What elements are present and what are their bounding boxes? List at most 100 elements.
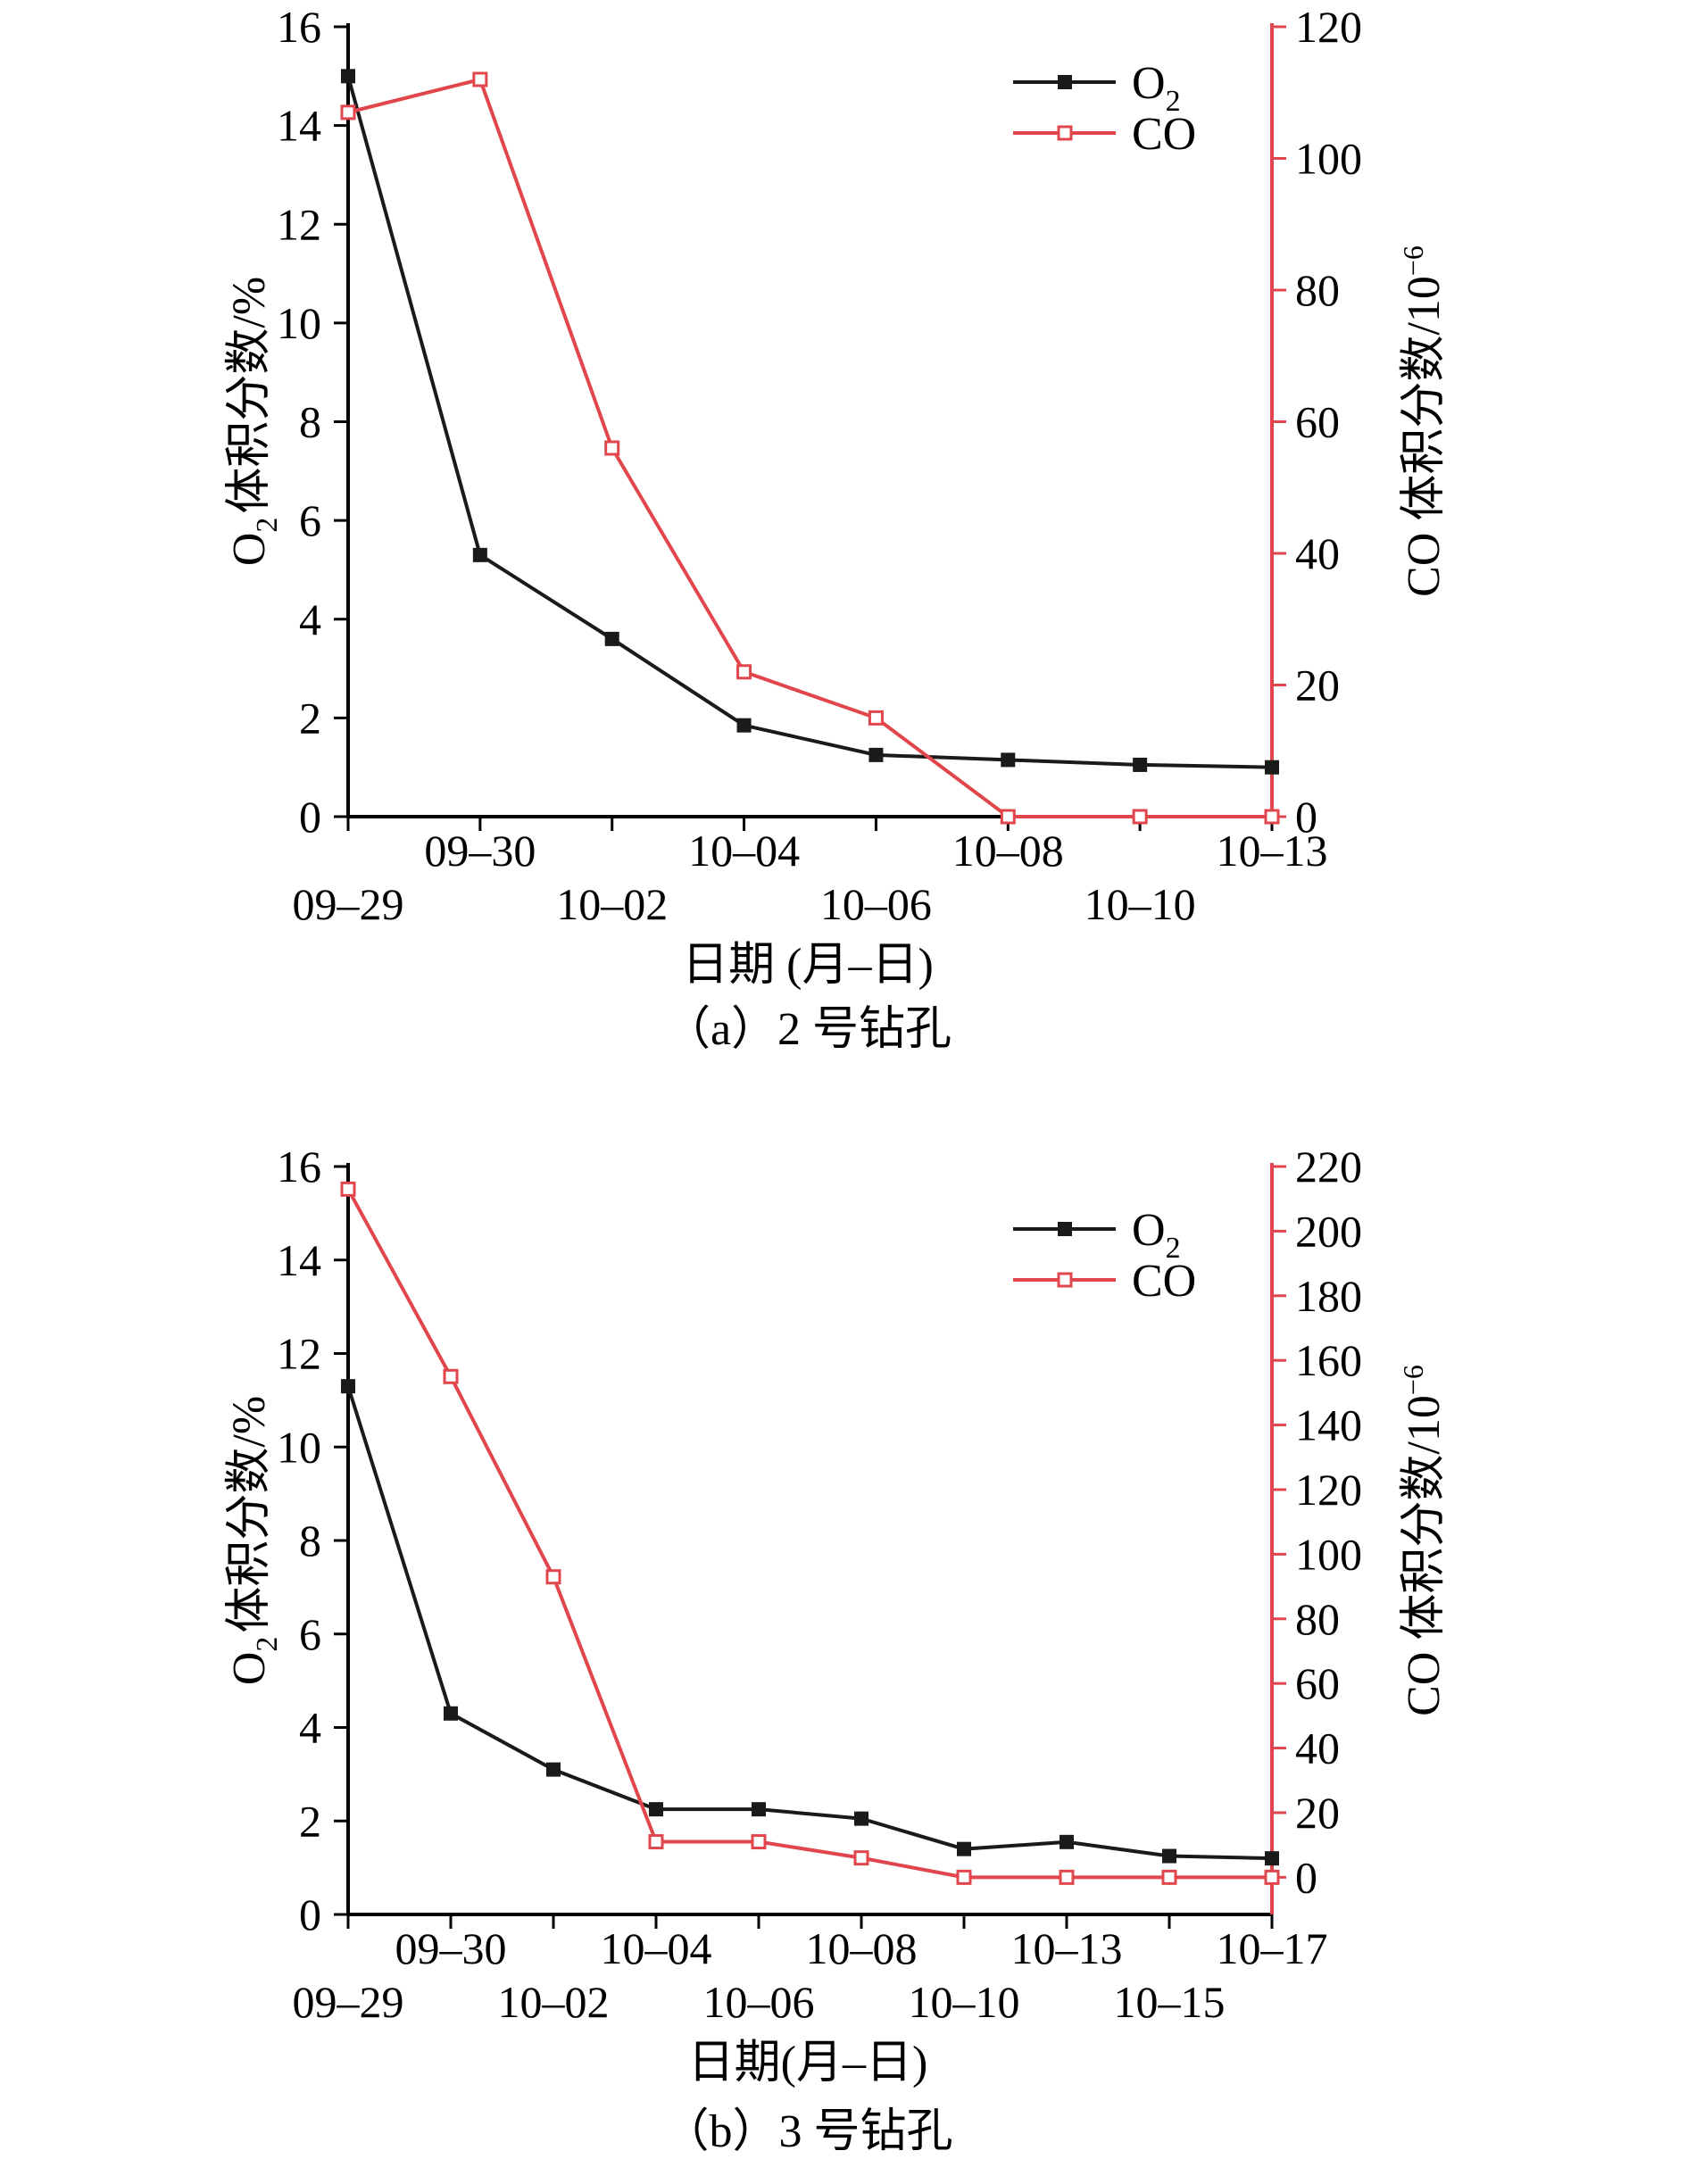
left-y-axis-title-rest: 体积分数/% <box>224 1396 275 1633</box>
x-tick-label: 10–02 <box>498 1977 610 2027</box>
x-tick-label: 10–13 <box>1011 1923 1123 1973</box>
right-y-axis-title-sup: −6 <box>1397 1365 1429 1395</box>
legend-label-sub: 2 <box>1166 1232 1181 1265</box>
chart-a: 0 2 4 6 8 10 12 14 16 0 20 40 60 80 100 120 09–29 09–30 10… <box>224 2 1450 1055</box>
legend-entry-o2: O2 <box>1013 1205 1181 1265</box>
legend-label: O2 <box>1132 58 1181 118</box>
x-tick-label: 09–30 <box>424 826 536 876</box>
x-tick-label: 09–30 <box>395 1923 507 1973</box>
right-y-tick-label: 140 <box>1295 1400 1362 1450</box>
right-y-tick-label: 0 <box>1295 1852 1317 1902</box>
co-point <box>648 1834 664 1850</box>
left-y-axis-title-rest: 体积分数/% <box>224 277 275 514</box>
left-y-tick-label: 14 <box>277 101 321 151</box>
x-axis-title: 日期(月–日) <box>688 2038 928 2089</box>
o2-point <box>868 747 884 762</box>
x-tick-label: 10–10 <box>909 1977 1020 2027</box>
co-point <box>443 1368 459 1384</box>
right-y-tick-label: 40 <box>1295 528 1340 578</box>
legend-label-main: O <box>1132 1205 1166 1256</box>
co-series-line <box>347 77 1272 818</box>
left-y-axis-title: O2 体积分数/% <box>224 277 284 566</box>
legend-marker <box>1058 1222 1072 1236</box>
chart-b: 0246810121416020406080100120140160180200… <box>224 1142 1450 2157</box>
o2-point <box>1265 760 1279 775</box>
right-y-tick-label: 220 <box>1295 1142 1362 1192</box>
co-point <box>956 1869 972 1885</box>
o2-point <box>472 547 487 562</box>
left-y-tick-label: 2 <box>299 1796 321 1846</box>
legend-marker <box>1057 1272 1073 1288</box>
right-y-axis-title-sup: −6 <box>1397 245 1429 276</box>
o2-point <box>1001 752 1016 768</box>
right-y-tick-label: 180 <box>1295 1271 1362 1321</box>
left-y-tick-label: 2 <box>299 693 321 743</box>
right-y-axis-title-main: CO 体积分数/10 <box>1399 1395 1450 1716</box>
legend-marker <box>1058 75 1072 89</box>
right-y-axis-title: CO 体积分数/10−6 <box>1397 245 1450 597</box>
o2-point <box>341 69 355 84</box>
right-y-tick-label: 160 <box>1295 1335 1362 1385</box>
right-y-tick-label: 100 <box>1295 1529 1362 1579</box>
left-y-tick-label: 8 <box>299 1516 321 1565</box>
o2-point <box>546 1762 561 1777</box>
right-y-tick-label: 80 <box>1295 1594 1340 1644</box>
legend-marker <box>1057 125 1073 141</box>
co-point <box>1132 809 1148 825</box>
legend-label: CO <box>1132 1256 1196 1307</box>
co-point <box>1059 1869 1075 1885</box>
x-tick-label: 10–02 <box>556 879 668 929</box>
co-point <box>853 1850 869 1866</box>
legend-label: CO <box>1132 109 1196 160</box>
left-y-axis-title: O2 体积分数/% <box>224 1396 284 1685</box>
x-tick-label: 10–04 <box>688 826 800 876</box>
co-point <box>868 710 884 726</box>
right-y-tick-label: 0 <box>1295 792 1317 842</box>
o2-point <box>1060 1834 1074 1849</box>
co-point <box>751 1834 767 1850</box>
left-y-axis-title-main: O <box>224 1652 275 1686</box>
legend-entry-o2: O2 <box>1013 58 1181 118</box>
x-tick-label: 10–08 <box>806 1923 918 1973</box>
left-y-tick-label: 0 <box>299 792 321 842</box>
right-y-axis-title: CO 体积分数/10−6 <box>1397 1365 1450 1716</box>
right-y-tick-label: 120 <box>1295 2 1362 52</box>
legend-label-main: CO <box>1132 109 1196 160</box>
x-tick-label: 10–13 <box>1217 826 1328 876</box>
left-y-tick-label: 8 <box>299 397 321 447</box>
o2-point <box>341 1379 355 1394</box>
left-y-axis-title-main: O <box>224 533 275 567</box>
o2-point <box>1162 1848 1176 1864</box>
o2-series-line <box>346 75 1273 769</box>
o2-point <box>752 1802 766 1817</box>
x-tick-label: 10–04 <box>601 1923 712 1973</box>
right-y-tick-label: 80 <box>1295 265 1340 315</box>
left-y-tick-label: 12 <box>277 199 321 249</box>
right-y-tick-label: 20 <box>1295 1788 1340 1838</box>
x-tick-label: 10–08 <box>952 826 1064 876</box>
left-y-tick-label: 4 <box>299 594 321 644</box>
legend-entry-co: CO <box>1013 1256 1196 1307</box>
left-y-axis-title-sub: 2 <box>251 518 284 533</box>
x-tick-label: 09–29 <box>293 879 404 929</box>
x-tick-label: 10–15 <box>1114 1977 1226 2027</box>
x-tick-label: 09–29 <box>293 1977 404 2027</box>
left-y-tick-label: 10 <box>277 1422 321 1472</box>
legend-label: O2 <box>1132 1205 1181 1265</box>
o2-point <box>854 1811 868 1826</box>
o2-series-line <box>346 1385 1273 1861</box>
right-y-tick-label: 20 <box>1295 660 1340 710</box>
left-y-tick-label: 12 <box>277 1329 321 1379</box>
figure-caption: （a）2 号钻孔 <box>664 1004 952 1055</box>
co-point <box>1161 1869 1177 1885</box>
right-y-tick-label: 60 <box>1295 1658 1340 1708</box>
x-tick-label: 10–10 <box>1084 879 1196 929</box>
left-y-tick-label: 4 <box>299 1703 321 1753</box>
co-series-line <box>346 1188 1272 1880</box>
x-tick-label: 10–06 <box>820 879 932 929</box>
left-y-tick-label: 16 <box>277 2 321 52</box>
x-tick-label: 10–06 <box>703 1977 815 2027</box>
